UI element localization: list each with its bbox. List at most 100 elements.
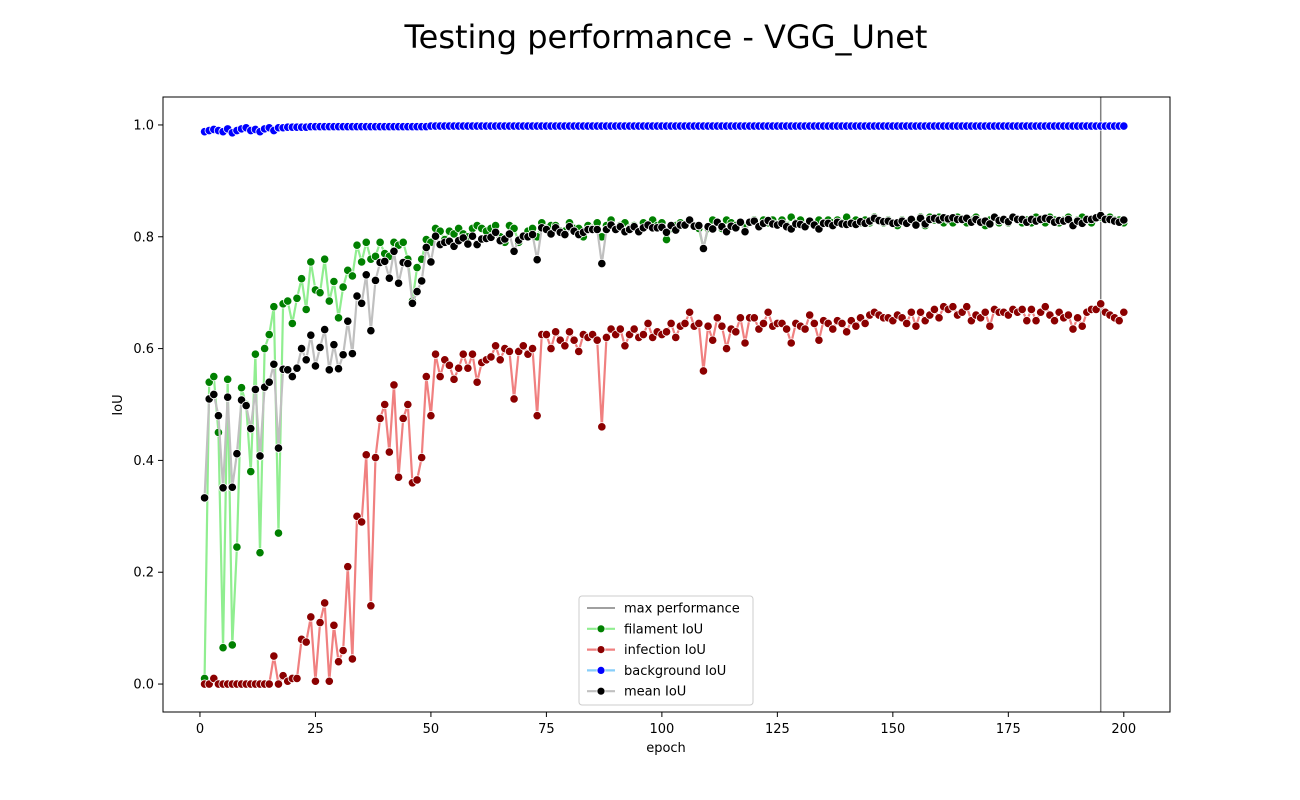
point-mean-iou bbox=[361, 270, 371, 280]
point-mean-iou bbox=[467, 231, 478, 241]
point-mean-iou bbox=[315, 342, 325, 353]
point-mean-iou bbox=[403, 259, 413, 269]
legend-item-filament-iou: filament IoU bbox=[587, 622, 703, 637]
point-infection-iou bbox=[463, 363, 473, 373]
point-filament-iou bbox=[218, 643, 228, 653]
point-mean-iou bbox=[333, 364, 344, 374]
point-infection-iou bbox=[934, 313, 944, 323]
legend-label: infection IoU bbox=[624, 643, 706, 658]
point-infection-iou bbox=[366, 601, 376, 611]
point-infection-iou bbox=[421, 371, 431, 382]
point-filament-iou bbox=[324, 296, 334, 306]
point-filament-iou bbox=[296, 274, 307, 284]
point-filament-iou bbox=[227, 640, 237, 650]
point-infection-iou bbox=[509, 394, 519, 404]
point-mean-iou bbox=[273, 443, 284, 453]
point-infection-iou bbox=[851, 321, 861, 331]
point-mean-iou bbox=[412, 286, 422, 297]
point-infection-iou bbox=[472, 377, 482, 387]
point-mean-iou bbox=[320, 324, 330, 335]
point-mean-iou bbox=[735, 217, 746, 227]
point-mean-iou bbox=[366, 326, 376, 336]
point-infection-iou bbox=[615, 324, 625, 334]
point-mean-iou bbox=[357, 298, 367, 308]
point-background-iou bbox=[1119, 121, 1129, 131]
point-mean-iou bbox=[1063, 214, 1073, 225]
point-infection-iou bbox=[1049, 316, 1060, 326]
y-tick-label: 0.2 bbox=[133, 566, 154, 581]
point-mean-iou bbox=[463, 239, 473, 249]
point-mean-iou bbox=[209, 389, 219, 400]
point-filament-iou bbox=[398, 237, 408, 247]
point-mean-iou bbox=[343, 316, 353, 326]
point-filament-iou bbox=[269, 302, 279, 312]
legend-box bbox=[578, 595, 754, 706]
point-infection-iou bbox=[740, 338, 750, 348]
point-filament-iou bbox=[209, 371, 219, 382]
point-infection-iou bbox=[541, 330, 552, 340]
point-mean-iou bbox=[684, 215, 695, 225]
point-infection-iou bbox=[273, 679, 284, 689]
point-infection-iou bbox=[495, 355, 505, 365]
point-filament-iou bbox=[361, 237, 371, 247]
x-axis: 0 25 50 75 100 125 150 175 200 bbox=[196, 712, 1136, 737]
point-infection-iou bbox=[680, 318, 690, 329]
point-infection-iou bbox=[398, 413, 408, 424]
point-infection-iou bbox=[684, 307, 695, 317]
point-mean-iou bbox=[232, 449, 242, 459]
point-mean-iou bbox=[532, 255, 542, 265]
y-tick-label: 0.0 bbox=[133, 678, 154, 693]
point-infection-iou bbox=[980, 307, 990, 317]
point-mean-iou bbox=[301, 355, 311, 365]
point-infection-iou bbox=[721, 343, 732, 354]
point-infection-iou bbox=[666, 318, 676, 329]
point-mean-iou bbox=[389, 246, 399, 256]
point-mean-iou bbox=[527, 229, 538, 240]
point-infection-iou bbox=[264, 679, 274, 689]
point-mean-iou bbox=[407, 298, 418, 308]
x-tick-label: 150 bbox=[880, 722, 905, 737]
y-tick-label: 0.4 bbox=[133, 454, 154, 469]
point-infection-iou bbox=[467, 349, 478, 359]
point-infection-iou bbox=[380, 399, 390, 410]
point-infection-iou bbox=[1026, 304, 1037, 315]
point-infection-iou bbox=[698, 366, 709, 376]
point-mean-iou bbox=[985, 219, 995, 229]
point-mean-iou bbox=[306, 330, 316, 340]
legend-label: max performance bbox=[624, 602, 740, 617]
point-filament-iou bbox=[338, 282, 348, 292]
x-tick-label: 175 bbox=[996, 722, 1021, 737]
point-infection-iou bbox=[333, 657, 344, 667]
point-infection-iou bbox=[412, 475, 422, 485]
legend-label: mean IoU bbox=[624, 685, 686, 700]
point-infection-iou bbox=[638, 330, 649, 340]
point-infection-iou bbox=[763, 307, 773, 317]
point-mean-iou bbox=[661, 227, 672, 237]
point-mean-iou bbox=[597, 259, 607, 269]
point-filament-iou bbox=[370, 251, 381, 261]
point-infection-iou bbox=[569, 335, 579, 345]
point-infection-iou bbox=[703, 321, 713, 331]
point-infection-iou bbox=[1040, 302, 1050, 312]
series-infection-iou bbox=[199, 299, 1129, 689]
point-infection-iou bbox=[948, 302, 958, 312]
plot-area bbox=[199, 97, 1129, 712]
point-infection-iou bbox=[643, 318, 653, 329]
point-infection-iou bbox=[1114, 316, 1124, 326]
point-mean-iou bbox=[329, 340, 339, 350]
point-mean-iou bbox=[338, 350, 348, 360]
point-filament-iou bbox=[301, 304, 311, 315]
point-infection-iou bbox=[592, 335, 602, 345]
legend: max performance filament IoU infection IoU… bbox=[578, 595, 754, 706]
legend-item-infection-iou: infection IoU bbox=[587, 643, 706, 658]
point-filament-iou bbox=[357, 257, 367, 267]
point-infection-iou bbox=[708, 335, 718, 345]
point-infection-iou bbox=[814, 335, 824, 345]
point-infection-iou bbox=[860, 318, 870, 329]
point-filament-iou bbox=[246, 466, 256, 477]
point-filament-iou bbox=[255, 548, 265, 558]
point-mean-iou bbox=[560, 229, 570, 240]
point-mean-iou bbox=[352, 291, 362, 301]
point-infection-iou bbox=[310, 676, 321, 686]
point-mean-iou bbox=[421, 242, 431, 252]
